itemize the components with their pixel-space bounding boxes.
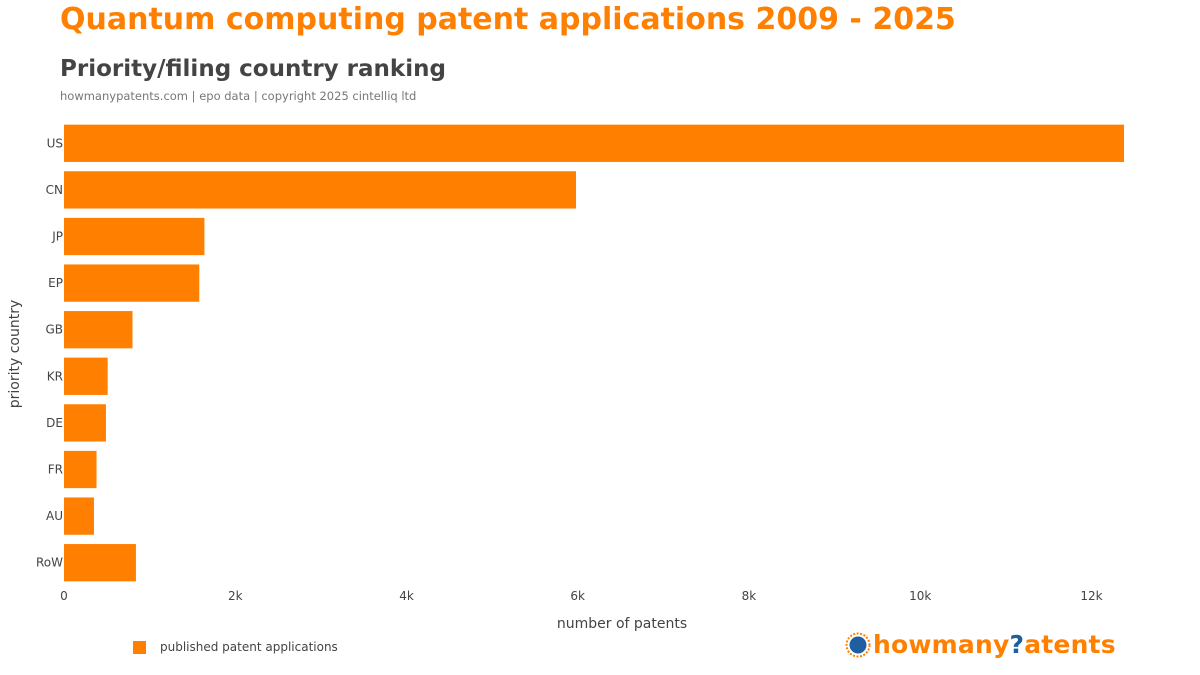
legend-label: published patent applications: [160, 640, 338, 654]
bar-fr[interactable]: [64, 451, 97, 488]
bar-chart: US CN JP EP GB KR DE FR AU RoW 0 2k 4k 6k 8k 10k 12k nu…: [0, 0, 1200, 675]
x-tick-label: 12k: [1080, 589, 1102, 603]
howmanypatents-logo: howmany?atents: [845, 630, 1116, 659]
bar-ep[interactable]: [64, 264, 199, 301]
bar-au[interactable]: [64, 497, 94, 534]
y-tick-label-de: DE: [46, 416, 63, 430]
x-tick-label: 10k: [909, 589, 931, 603]
x-axis-label: number of patents: [557, 616, 687, 632]
y-tick-label-row: RoW: [36, 556, 63, 570]
bars-group: [64, 125, 1124, 582]
y-tick-label-kr: KR: [47, 369, 63, 383]
x-tick-labels: 0 2k 4k 6k 8k 10k 12k: [60, 589, 1102, 603]
bar-us[interactable]: [64, 125, 1124, 162]
x-tick-label: 4k: [399, 589, 414, 603]
legend[interactable]: published patent applications: [133, 640, 338, 654]
y-category-labels: US CN JP EP GB KR DE FR AU RoW: [36, 136, 63, 569]
y-tick-label-ep: EP: [48, 276, 63, 290]
y-tick-label-us: US: [47, 136, 63, 150]
y-tick-label-au: AU: [46, 509, 63, 523]
y-tick-label-cn: CN: [46, 183, 63, 197]
bar-de[interactable]: [64, 404, 106, 441]
bar-cn[interactable]: [64, 171, 576, 208]
x-tick-label: 2k: [228, 589, 243, 603]
x-tick-label: 8k: [742, 589, 757, 603]
bar-gb[interactable]: [64, 311, 132, 348]
logo-wordmark: howmany?atents: [873, 630, 1116, 659]
y-tick-label-fr: FR: [48, 463, 63, 477]
bar-jp[interactable]: [64, 218, 204, 255]
y-tick-label-gb: GB: [45, 323, 63, 337]
globe-icon: [845, 632, 871, 658]
x-tick-label: 6k: [570, 589, 585, 603]
y-axis-label: priority country: [7, 300, 23, 409]
bar-kr[interactable]: [64, 358, 108, 395]
bar-row[interactable]: [64, 544, 136, 581]
legend-swatch: [133, 641, 146, 654]
x-tick-label: 0: [60, 589, 68, 603]
y-tick-label-jp: JP: [51, 230, 63, 244]
